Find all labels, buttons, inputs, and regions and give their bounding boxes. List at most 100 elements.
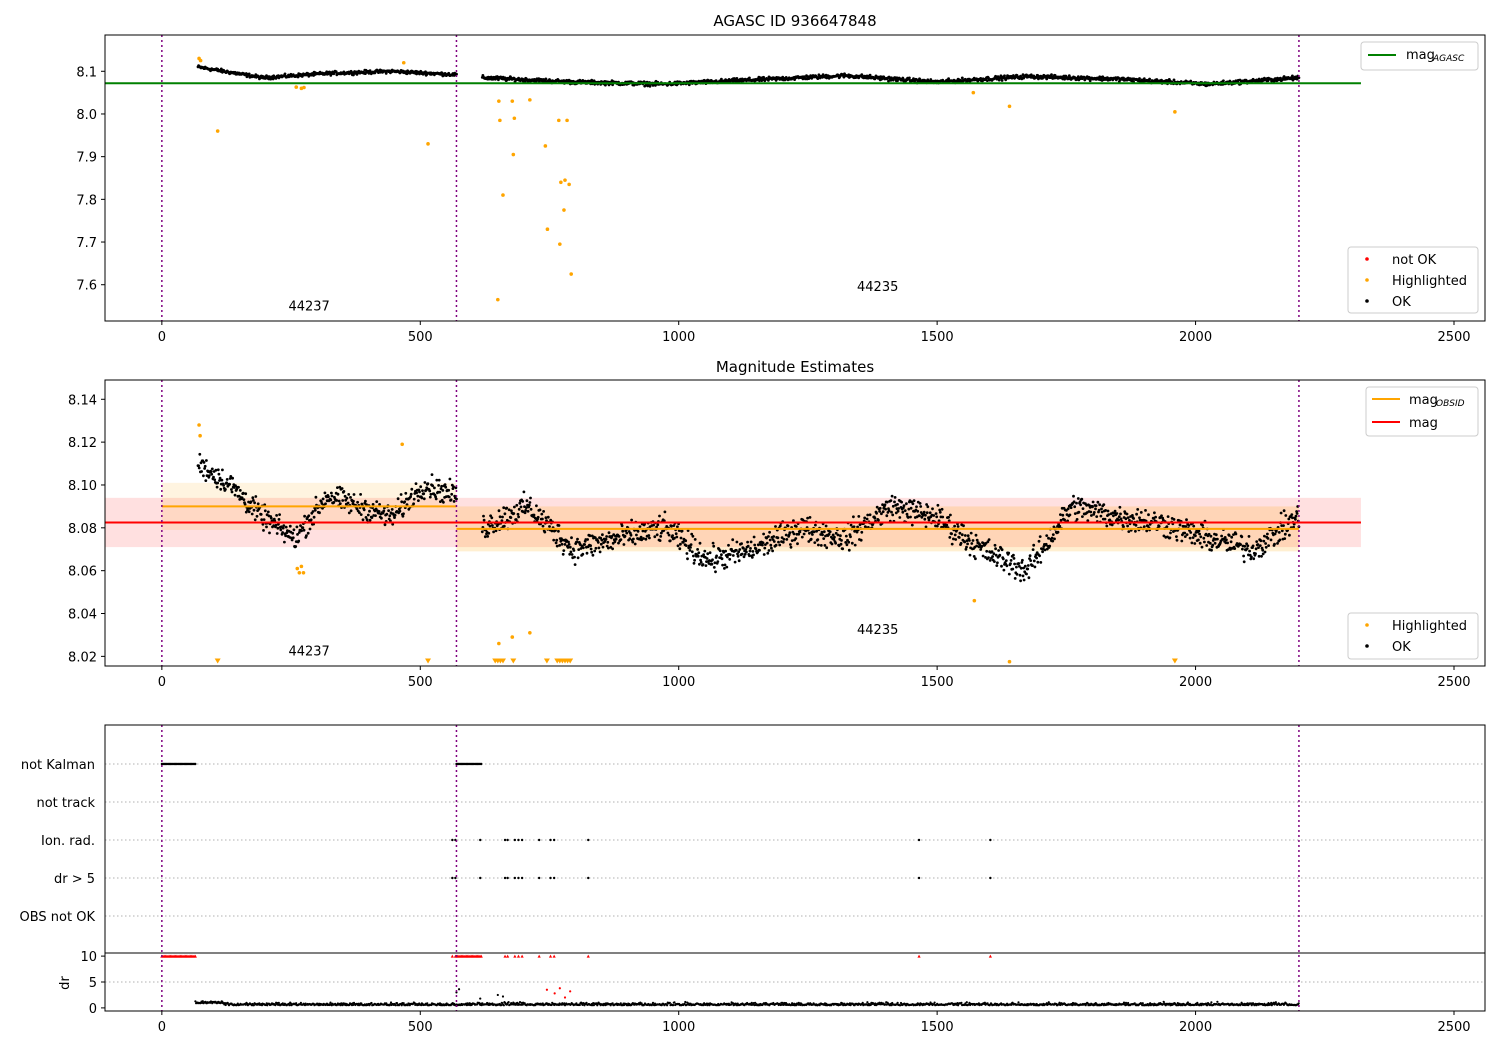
ok-point [1138,77,1141,80]
ok-point [323,491,327,495]
ok-point [1052,525,1056,529]
ok-point [1106,509,1110,513]
ok-point [275,514,278,517]
ok-point [768,538,772,542]
highlighted-point [567,182,571,187]
ok-point [1017,562,1021,565]
dr-point [640,1002,643,1005]
ok-point [1269,538,1273,542]
ok-point [455,72,458,76]
x-tick-label: 2500 [1437,330,1470,345]
ok-point [522,490,526,494]
ok-point [391,522,395,526]
ok-point [873,516,877,520]
ok-point [368,518,372,522]
ok-point [349,496,352,499]
ok-point [1072,500,1076,504]
dr-point [791,1002,794,1005]
ok-point [1086,519,1090,522]
ok-point [1284,514,1288,517]
dr-point [201,1000,204,1003]
ok-point [591,553,595,557]
dr-point [402,1002,405,1005]
ok-point [974,533,978,537]
ok-point [1018,565,1021,568]
ok-point [558,544,561,547]
ok-point [299,524,302,527]
ok-point [636,529,640,533]
ok-point [582,546,585,550]
ok-point [1294,514,1298,518]
ok-point [932,514,936,517]
dr-point [518,1001,522,1004]
ok-point [1033,565,1037,569]
ok-point [1026,564,1030,567]
ok-point [815,529,818,533]
dr-point [563,996,567,999]
ok-point [1263,550,1267,554]
ok-point [1059,518,1063,522]
ok-point [529,507,533,511]
ok-point [1183,531,1187,535]
ok-point [452,485,455,489]
ok-point [1263,534,1266,538]
ok-point [204,479,208,482]
ok-point [987,556,990,560]
ok-point [1099,514,1103,518]
ok-point [1295,512,1299,515]
ok-point [1251,544,1255,548]
ok-point [1042,545,1046,548]
ok-point [1266,537,1270,540]
ok-point [655,533,659,537]
panel-1-frame [104,34,1486,322]
x-tick-label: 0 [158,675,166,690]
ok-point [231,476,235,480]
ok-point [1200,545,1204,549]
ok-point [336,486,339,489]
ok-point [720,557,724,561]
ok-point [975,538,979,542]
ok-point [768,530,771,534]
ok-point [1051,539,1055,543]
ok-point [301,526,305,530]
ok-point [311,510,315,513]
ok-point [309,518,313,522]
ok-point [487,531,491,535]
ok-point [437,484,440,487]
ok-point [887,509,891,513]
ok-point [1031,548,1035,551]
ok-point [816,538,820,541]
ok-point [1043,548,1047,552]
ok-point [228,477,232,480]
ok-point [883,503,887,507]
highlighted-point [426,142,430,146]
ok-point [652,523,655,527]
ok-point [965,539,969,543]
ok-point [1213,541,1217,545]
ok-point [612,533,616,536]
ok-point [279,528,283,532]
ok-point [852,515,855,519]
ok-point [938,508,942,512]
ok-point [614,537,618,541]
ok-point [247,510,251,514]
ok-point [1211,543,1215,547]
ok-point [385,512,389,516]
ok-point [1004,559,1008,562]
ok-point [907,507,911,511]
ok-point [959,541,963,545]
ok-point [662,529,666,532]
y-tick-label: 7.6 [76,279,97,294]
ok-point [1021,73,1025,77]
flag-point [989,838,992,842]
ok-point [291,531,295,535]
ok-point [1205,544,1209,547]
ok-point [233,493,237,497]
ok-point [492,530,495,534]
ok-point [399,493,403,496]
ok-point [434,497,438,501]
ok-point [1241,547,1244,551]
ok-point [604,537,608,541]
ok-point [857,515,861,518]
ok-point [681,540,685,544]
